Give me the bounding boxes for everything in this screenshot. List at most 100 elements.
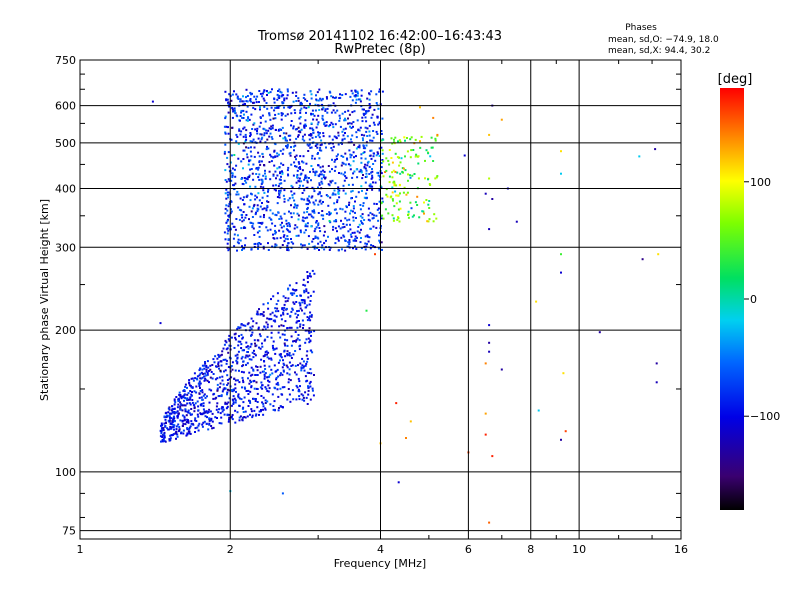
data-point: [410, 136, 413, 139]
data-point: [365, 175, 368, 178]
data-point: [283, 386, 286, 389]
data-point: [195, 385, 198, 388]
data-point: [375, 102, 378, 104]
data-point: [322, 132, 325, 135]
data-point: [259, 371, 262, 374]
data-point: [262, 314, 265, 317]
data-point: [308, 195, 311, 198]
data-point: [270, 125, 273, 128]
data-point: [221, 410, 224, 413]
data-point: [209, 410, 212, 413]
data-point: [391, 176, 394, 179]
data-point: [313, 203, 316, 206]
y-tick-label: 500: [55, 137, 76, 150]
data-point: [355, 239, 358, 242]
data-point: [256, 311, 259, 314]
data-point: [271, 344, 274, 347]
data-point: [373, 202, 376, 205]
data-point: [280, 324, 283, 327]
data-point: [220, 364, 223, 367]
data-point: [227, 238, 230, 241]
data-point: [252, 106, 255, 109]
data-point: [306, 403, 309, 405]
data-point: [282, 230, 285, 233]
data-point: [378, 147, 381, 150]
data-point: [279, 134, 282, 137]
data-point: [262, 311, 265, 314]
data-point: [242, 336, 244, 339]
data-point: [316, 146, 319, 149]
data-point: [276, 93, 279, 96]
data-point: [230, 210, 233, 213]
data-point: [207, 366, 210, 369]
data-point: [203, 420, 206, 423]
data-point: [418, 216, 421, 219]
data-point: [224, 401, 227, 404]
data-point: [305, 396, 308, 399]
data-point: [169, 417, 171, 420]
data-point: [385, 157, 388, 160]
data-point: [430, 136, 433, 139]
data-point: [317, 186, 319, 189]
data-point: [424, 177, 426, 180]
data-point: [174, 432, 177, 435]
data-point: [303, 198, 306, 201]
data-point: [395, 202, 398, 205]
data-point: [306, 216, 309, 219]
data-point: [423, 212, 425, 215]
data-point: [308, 134, 311, 137]
data-point: [204, 396, 207, 399]
data-point: [365, 309, 368, 312]
data-point: [207, 411, 210, 413]
data-point: [297, 309, 300, 312]
data-point: [384, 208, 387, 211]
data-point: [291, 292, 294, 295]
data-point: [249, 159, 252, 162]
data-point: [270, 128, 272, 131]
data-point: [306, 281, 309, 284]
data-point: [413, 214, 415, 217]
data-point: [375, 154, 378, 157]
data-point: [391, 214, 394, 217]
data-point: [240, 109, 243, 112]
data-point: [315, 126, 318, 129]
data-point: [655, 381, 658, 384]
data-point: [291, 196, 294, 199]
data-point: [239, 98, 242, 101]
data-point: [172, 433, 175, 436]
data-point: [230, 99, 233, 102]
data-point: [224, 339, 227, 342]
data-point: [256, 388, 259, 390]
data-point: [225, 204, 228, 207]
data-point: [323, 248, 326, 251]
data-point: [237, 396, 240, 399]
data-point: [196, 375, 199, 378]
data-point: [351, 176, 354, 179]
data-point: [307, 106, 310, 109]
data-point: [245, 138, 248, 141]
data-point: [364, 157, 367, 160]
data-point: [310, 165, 313, 167]
data-point: [309, 146, 312, 149]
data-point: [314, 145, 317, 147]
data-point: [372, 225, 375, 228]
data-point: [245, 110, 248, 113]
data-point: [250, 155, 253, 158]
data-point: [405, 437, 407, 439]
data-point: [188, 426, 191, 429]
data-point: [228, 344, 231, 347]
data-point: [265, 129, 268, 132]
data-point: [363, 166, 366, 168]
data-point: [296, 204, 299, 207]
data-point: [227, 249, 230, 252]
data-point: [189, 425, 192, 428]
data-point: [274, 243, 277, 246]
data-point: [252, 163, 255, 166]
data-point: [193, 390, 196, 393]
data-point: [166, 415, 169, 418]
data-point: [338, 97, 341, 99]
data-point: [276, 381, 279, 384]
data-point: [365, 141, 368, 144]
data-point: [307, 150, 310, 152]
